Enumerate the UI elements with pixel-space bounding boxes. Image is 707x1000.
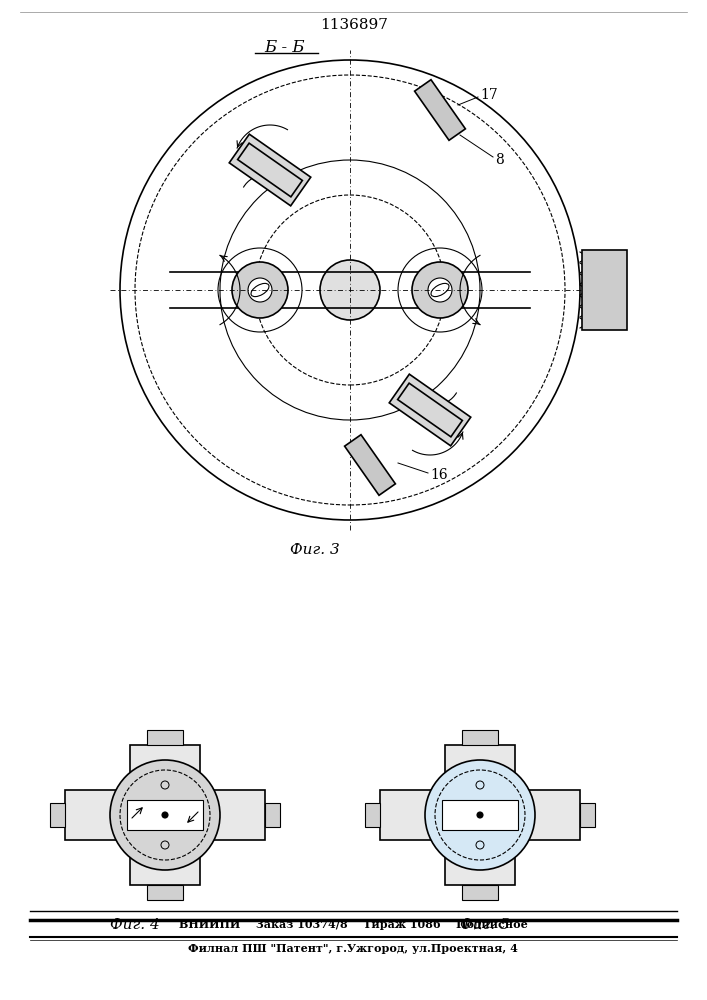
Circle shape: [320, 260, 380, 320]
Circle shape: [427, 97, 437, 107]
Polygon shape: [50, 803, 65, 827]
Text: Б - Б: Б - Б: [264, 39, 305, 56]
Text: 16: 16: [430, 468, 448, 482]
Circle shape: [425, 760, 535, 870]
Polygon shape: [390, 374, 471, 446]
Polygon shape: [147, 885, 183, 900]
Polygon shape: [462, 885, 498, 900]
Polygon shape: [229, 134, 311, 206]
Text: ВНИИПИ    Заказ 10374/8    Тираж 1086    Подписное: ВНИИПИ Заказ 10374/8 Тираж 1086 Подписно…: [179, 920, 527, 930]
Polygon shape: [265, 803, 280, 827]
Text: Филнал ПШ "Патент", г.Ужгород, ул.Проектная, 4: Филнал ПШ "Патент", г.Ужгород, ул.Проект…: [188, 942, 518, 954]
Polygon shape: [414, 80, 465, 140]
Text: 1136897: 1136897: [320, 18, 388, 32]
Polygon shape: [65, 790, 265, 840]
Circle shape: [232, 262, 288, 318]
Polygon shape: [365, 803, 380, 827]
Circle shape: [357, 452, 367, 462]
Circle shape: [477, 812, 483, 818]
Polygon shape: [580, 803, 595, 827]
Polygon shape: [462, 730, 498, 745]
Circle shape: [412, 262, 468, 318]
Text: Фиг. 4: Фиг. 4: [110, 918, 160, 932]
Text: Фиг. 5: Фиг. 5: [460, 918, 510, 932]
Polygon shape: [344, 435, 395, 495]
Polygon shape: [130, 745, 200, 885]
Polygon shape: [583, 250, 628, 330]
Polygon shape: [442, 800, 518, 830]
Polygon shape: [380, 790, 580, 840]
Circle shape: [373, 468, 383, 478]
Circle shape: [443, 113, 453, 123]
Polygon shape: [445, 745, 515, 885]
Polygon shape: [127, 800, 203, 830]
Circle shape: [162, 812, 168, 818]
Circle shape: [428, 278, 452, 302]
Text: Фиг. 3: Фиг. 3: [290, 543, 340, 557]
Text: 8: 8: [495, 153, 504, 167]
Circle shape: [248, 278, 272, 302]
Text: 17: 17: [480, 88, 498, 102]
Polygon shape: [147, 730, 183, 745]
Circle shape: [110, 760, 220, 870]
